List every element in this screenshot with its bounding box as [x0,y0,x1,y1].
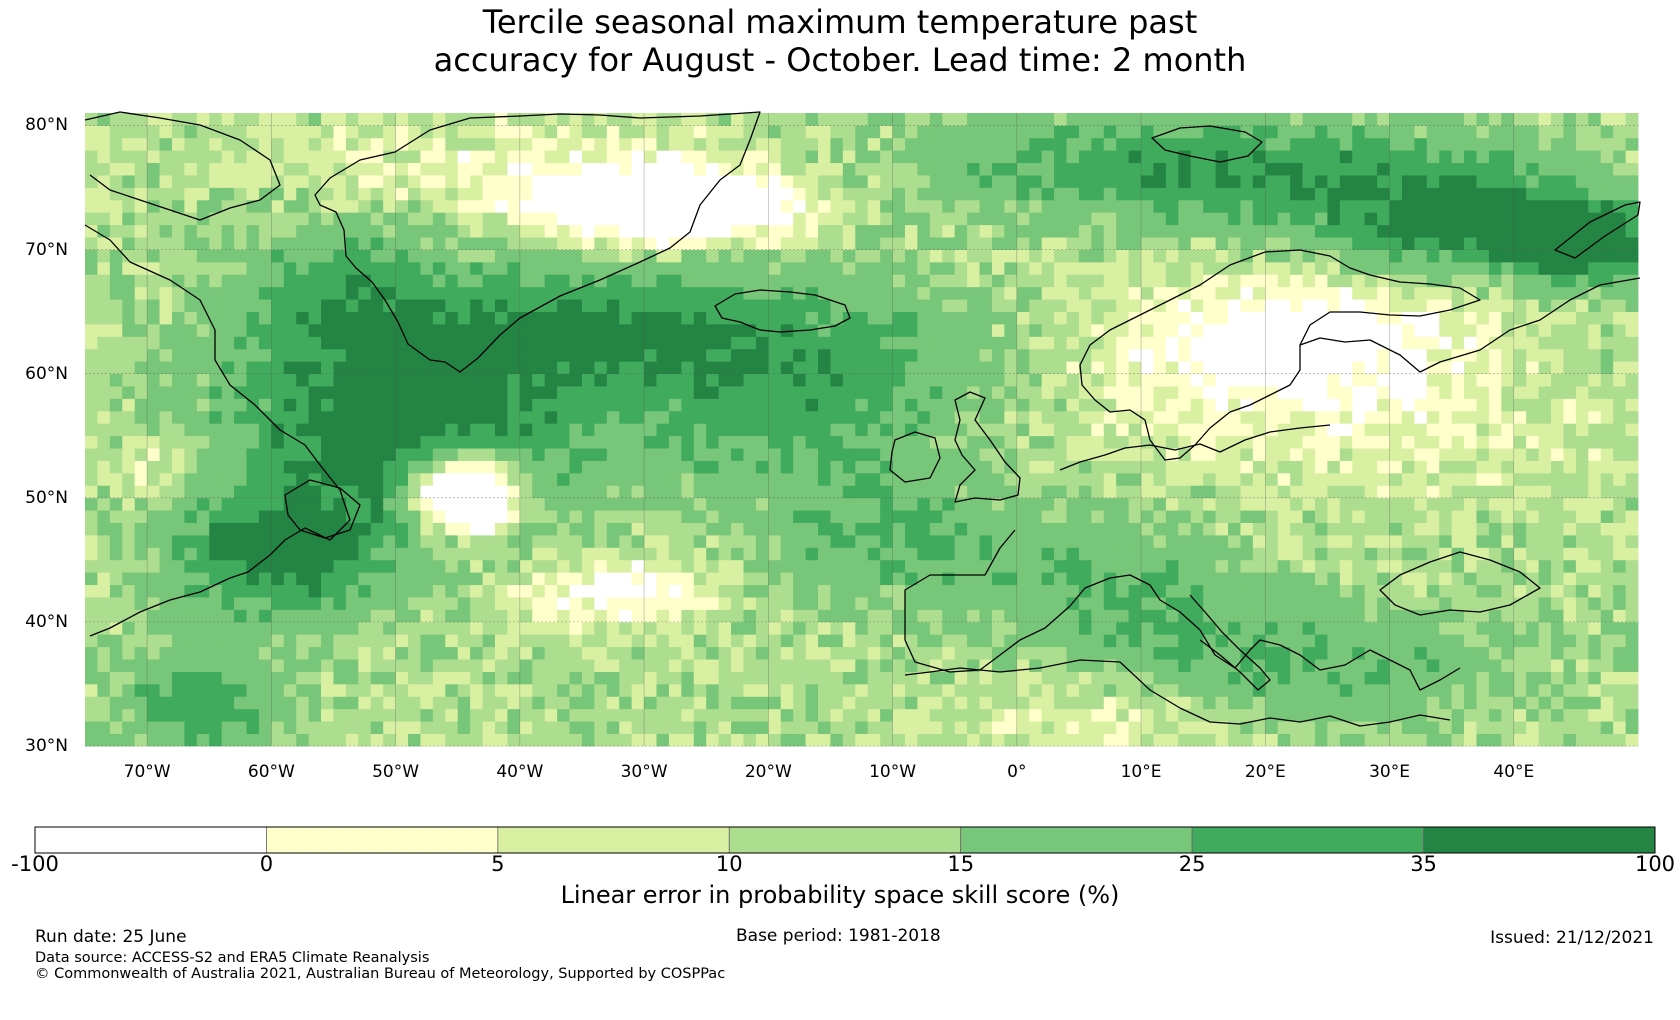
lon-label: 40°W [496,762,544,782]
colorbar-label: Linear error in probability space skill … [560,881,1120,909]
coastline-finland-russia [1299,277,1641,373]
chart-title-line-1: Tercile seasonal maximum temperature pas… [482,3,1198,41]
chart-title-line-2: accuracy for August - October. Lead time… [433,41,1247,79]
coastline-north-africa [904,659,1451,727]
lat-label: 30°N [25,736,68,756]
lon-label: 60°W [247,762,295,782]
lat-label: 60°N [25,363,68,384]
coastline-newfoundland [284,479,361,539]
run-date: Run date: 25 June [35,927,187,947]
colorbar-tick-label: 25 [1178,852,1206,876]
coastline-iceland [714,289,851,333]
coastline-iberia [904,529,1461,691]
coastline-europe-north [1059,424,1331,471]
lon-label: 10°W [869,762,917,782]
lon-label: 10°E [1120,762,1162,782]
colorbar-tick-label: -100 [11,852,59,876]
copyright: © Commonwealth of Australia 2021, Austra… [35,966,726,982]
lon-label: 50°W [372,762,420,782]
lon-label: 30°W [620,762,668,782]
coastline-italy [1189,594,1271,691]
lon-label: 30°E [1369,762,1410,782]
data-source: Data source: ACCESS-S2 and ERA5 Climate … [35,950,430,966]
coastline-ireland [889,431,941,483]
coastline-black-sea [1379,551,1541,616]
colorbar-tick-label: 5 [491,852,505,876]
skill-score-field [85,113,1639,747]
lon-label: 20°E [1244,762,1286,782]
lon-label: 20°W [744,762,792,782]
lat-label: 80°N [25,115,68,136]
lon-label: 70°W [123,762,171,782]
coastline-great-britain [954,391,1021,503]
colorbar-tick-label: 100 [1634,852,1676,876]
lat-label: 40°N [25,611,68,632]
colorbar-tick-label: 0 [259,852,274,876]
base-period: Base period: 1981-2018 [736,926,941,946]
coastline-labrador [84,224,351,637]
coastline-scandinavia [1079,249,1481,461]
coastline-novaya-zemlya [1554,201,1641,259]
colorbar-tick-label: 35 [1410,852,1437,876]
lon-label: 40°E [1493,762,1535,782]
colorbar-tick-label: 15 [947,852,975,876]
coastlines [84,111,1641,727]
lat-label: 50°N [25,487,68,508]
coastline-svalbard [1151,125,1263,163]
lon-label: 0° [1007,762,1027,782]
lat-label: 70°N [25,239,68,260]
coastline-baffin [84,111,281,221]
colorbar-tick-label: 10 [715,852,743,876]
issued-date: Issued: 21/12/2021 [1490,928,1654,948]
map-gridlines [85,113,1638,747]
coastline-greenland [314,111,761,373]
